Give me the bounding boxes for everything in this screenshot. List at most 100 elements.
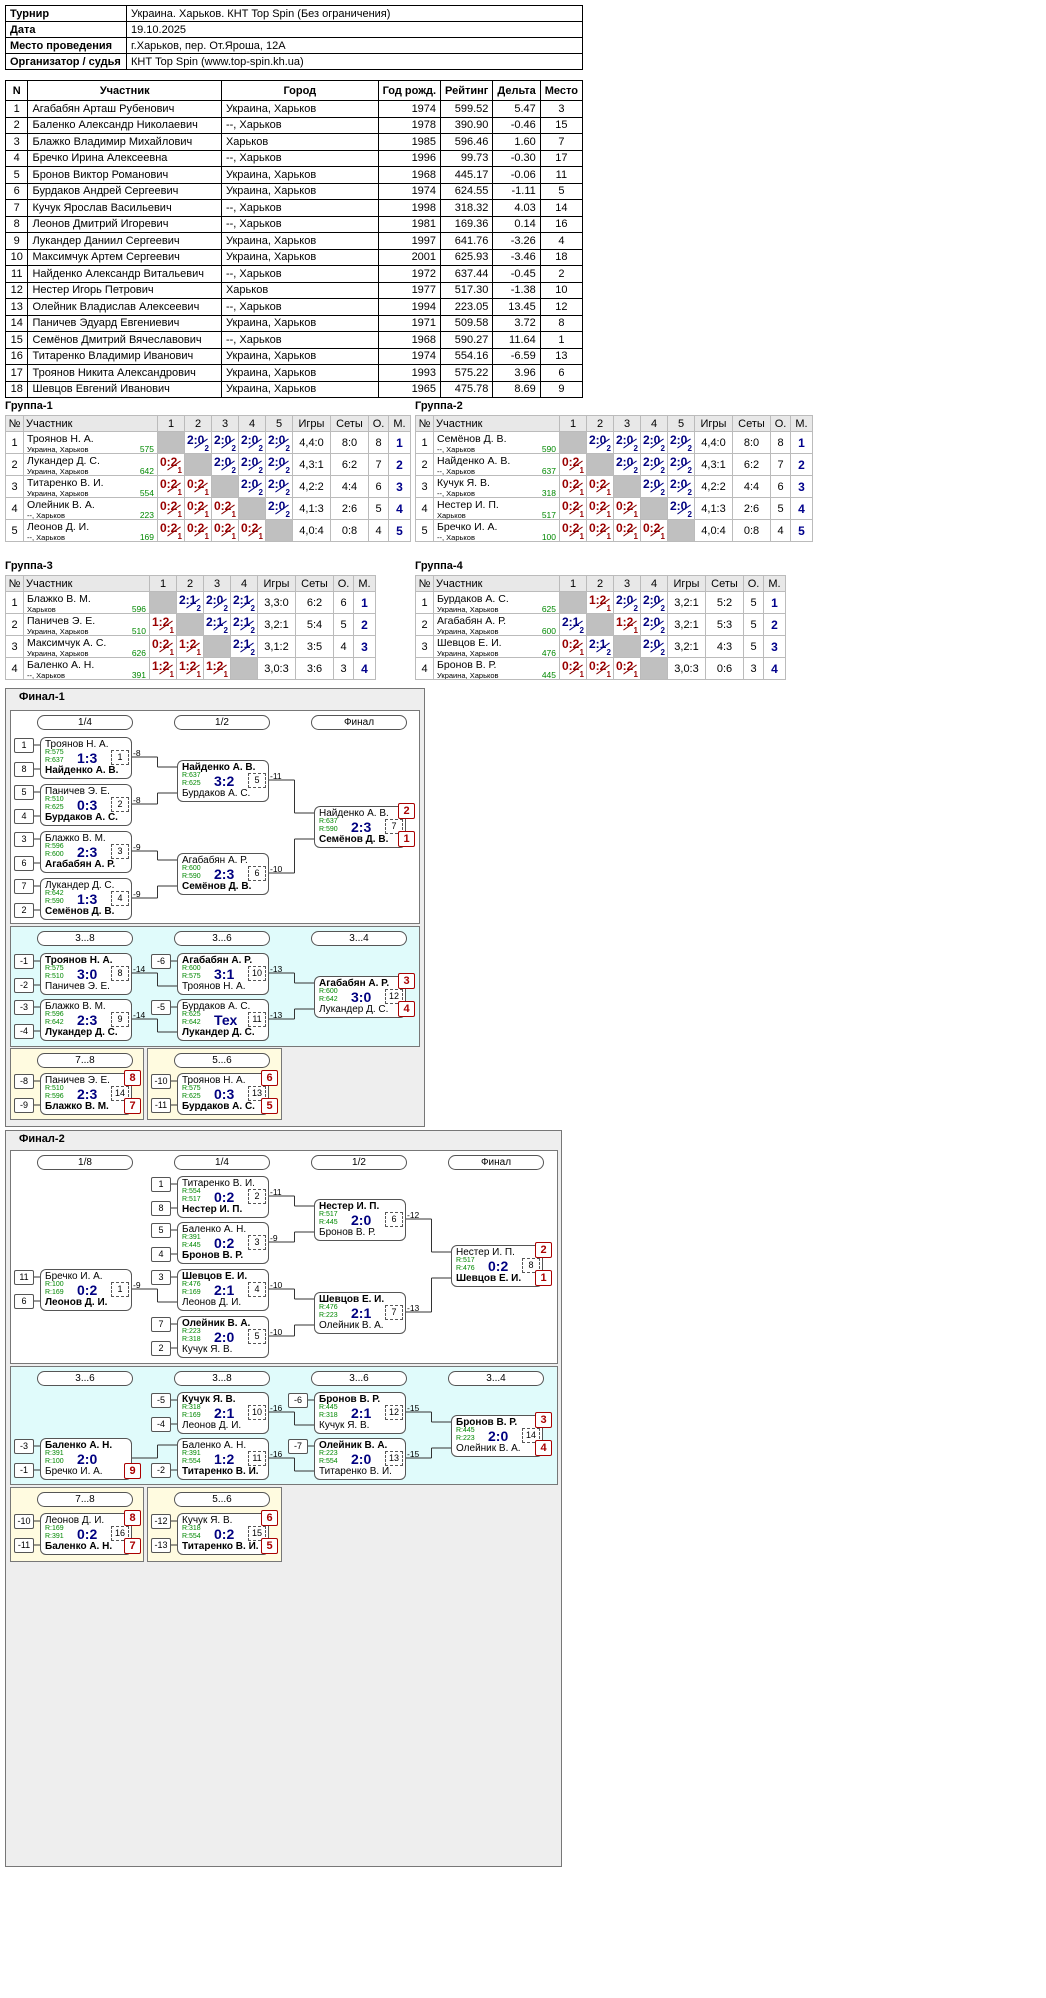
score: 2:0 <box>670 433 688 447</box>
score: 2:0 <box>643 477 661 491</box>
participant-cell: --, Харьков <box>220 298 379 316</box>
rating: R:600 <box>319 988 338 995</box>
score: 0:2 <box>562 659 580 673</box>
score-points: 2 <box>687 488 692 497</box>
participant-rating: 223 <box>139 510 154 520</box>
participant-row: 10 Максимчук Артем Сергеевич Украина, Харь… <box>4 248 584 266</box>
score: 0:2 <box>160 499 178 513</box>
games: 3,2:1 <box>667 635 706 658</box>
sets: 4:3 <box>705 635 744 658</box>
player: Леонов Д. И. <box>182 1297 242 1308</box>
participant-cell: 1974 <box>377 182 442 200</box>
round-header: 3...6 <box>311 1371 407 1386</box>
player: Леонов Д. И. <box>45 1297 108 1308</box>
round-header: 3...6 <box>37 1371 133 1386</box>
seed: 8 <box>151 1201 171 1216</box>
info-value: КНТ Top Spin (www.top-spin.kh.ua) <box>126 53 583 70</box>
participant-city: Украина, Харьков <box>437 649 499 658</box>
participant: Троянов Н. А. Украина, Харьков 575 <box>23 431 158 454</box>
loser-destination: -15 <box>407 1449 420 1459</box>
match-score: 2:3 <box>214 866 235 882</box>
rating: R:642 <box>182 1019 201 1026</box>
games: 3,1:2 <box>257 635 296 658</box>
score: 0:2 <box>589 477 607 491</box>
participant-cell: 517.30 <box>440 281 494 299</box>
match-score: 0:2 <box>77 1282 98 1298</box>
seed: -13 <box>151 1538 171 1553</box>
score-points: 2 <box>250 648 255 657</box>
participant-rating: 554 <box>139 488 154 498</box>
group-row: 4 Баленко А. Н. --, Харьков 391 1:2 1 1:2 1 1:2 1… <box>5 657 376 680</box>
column-header: № <box>415 415 434 432</box>
rating: R:100 <box>45 1281 64 1288</box>
score-cell: 2:0 2 <box>640 475 668 498</box>
score-cell: 0:2 1 <box>586 497 614 520</box>
rating: R:510 <box>45 973 64 980</box>
score-points: 2 <box>258 444 263 453</box>
score: 0:2 <box>152 637 170 651</box>
seed: 4 <box>14 809 34 824</box>
score: 2:0 <box>268 477 286 491</box>
loser-destination: -10 <box>270 864 283 874</box>
score-points: 1 <box>606 670 611 679</box>
participant-cell: 318.32 <box>440 199 494 217</box>
participant-city: Украина, Харьков <box>437 671 499 680</box>
final-title: Финал-1 <box>19 691 65 703</box>
participant-rating: 391 <box>131 670 146 680</box>
score-cell: 0:2 1 <box>184 475 212 498</box>
rating: R:318 <box>182 1525 201 1532</box>
participant-name: Максимчук А. С. <box>27 637 107 649</box>
player: Бронов В. Р. <box>456 1417 518 1428</box>
round-header: 1/4 <box>174 1155 270 1170</box>
column-header: Игры <box>292 415 331 432</box>
score: 2:0 <box>268 433 286 447</box>
column-header: Рейтинг <box>440 80 494 101</box>
games: 4,2:2 <box>292 475 331 498</box>
score: 2:1 <box>233 615 251 629</box>
games: 4,0:4 <box>694 519 733 542</box>
match-score: 2:0 <box>488 1428 509 1444</box>
score: 0:2 <box>562 455 580 469</box>
score-points: 1 <box>169 626 174 635</box>
participant-name: Титаренко В. И. <box>27 477 104 489</box>
score: 0:2 <box>562 637 580 651</box>
match: Леонов Д. И. R:169 R:391 Баленко А. Н. 0:2 16 <box>40 1513 132 1555</box>
player: Бурдаков А. С. <box>182 1001 251 1012</box>
participant-cell: -0.30 <box>492 149 541 167</box>
participant: Леонов Д. И. --, Харьков 169 <box>23 519 158 542</box>
score: 1:2 <box>589 593 607 607</box>
seed: 3 <box>14 832 34 847</box>
player: Лукандер Д. С. <box>319 1004 389 1015</box>
participant-cell: 15 <box>4 331 29 349</box>
game-number: 9 <box>111 1012 129 1027</box>
participant-cell: -3.26 <box>492 232 541 250</box>
player: Титаренко В. И. <box>182 1466 259 1477</box>
player: Олейник В. А. <box>319 1320 384 1331</box>
score: 0:2 <box>643 521 661 535</box>
score: 2:0 <box>643 615 661 629</box>
match-score: 2:3 <box>77 844 98 860</box>
score-points: 2 <box>660 648 665 657</box>
rating: R:318 <box>182 1336 201 1343</box>
loser-destination: -10 <box>270 1327 283 1337</box>
score-cell: 0:2 1 <box>157 519 185 542</box>
participant-rating: 625 <box>541 604 556 614</box>
rating: R:223 <box>319 1450 338 1457</box>
loser-destination: -11 <box>270 771 282 781</box>
group-title: Группа-4 <box>415 560 463 572</box>
player: Титаренко В. И. <box>319 1466 392 1477</box>
game-number: 14 <box>522 1428 540 1443</box>
info-row: Организатор / судья КНТ Top Spin (www.top… <box>5 53 583 70</box>
rating: R:445 <box>319 1219 338 1226</box>
player: Семёнов Д. В. <box>319 834 389 845</box>
score-cell: 0:2 1 <box>586 519 614 542</box>
seed: 1 <box>151 1177 171 1192</box>
score-points: 1 <box>169 648 174 657</box>
participant-cell: 1972 <box>377 265 442 283</box>
final-place: 6 <box>261 1510 278 1526</box>
self-cell <box>265 519 293 542</box>
score: 0:2 <box>562 499 580 513</box>
participant-cell: Украина, Харьков <box>220 380 379 398</box>
participant-cell: 5.47 <box>492 100 541 118</box>
player: Блажко В. М. <box>45 833 106 844</box>
